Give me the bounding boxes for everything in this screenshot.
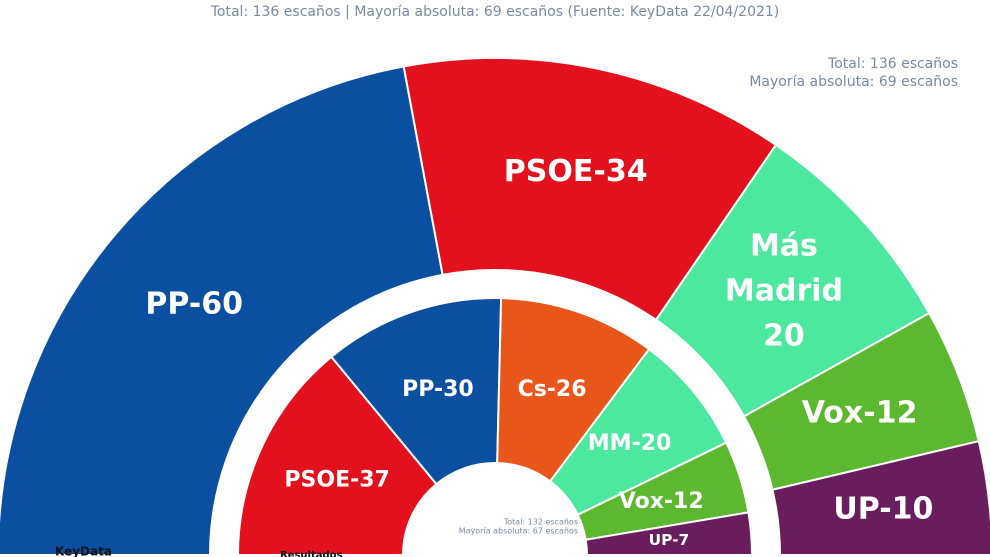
segment-label: Vox-12 (619, 489, 704, 514)
segment-label-line: Más (750, 228, 818, 263)
seat-segment (584, 511, 754, 556)
segment-label: PSOE-37 (284, 468, 389, 493)
segment-label: Cs-26 (518, 377, 587, 402)
segment-label: PP-60 (145, 287, 243, 322)
seat-segment (236, 355, 438, 556)
segment-label: Vox-12 (802, 395, 918, 430)
seat-segment (771, 440, 990, 556)
note: Mayoría absoluta: 67 escaños (459, 527, 578, 536)
caption: Resultados (280, 550, 343, 557)
note: Mayoría absoluta: 69 escaños (749, 74, 958, 90)
segment-label: MM-20 (588, 431, 672, 456)
note: Total: 136 escaños (827, 56, 958, 72)
subtitle: Total: 136 escaños | Mayoría absoluta: 6… (210, 4, 780, 20)
segment-label: UP-7 (649, 531, 690, 549)
segment-label-line: Madrid (725, 273, 843, 308)
seat-segment (0, 65, 444, 556)
caption: KeyData (55, 545, 112, 557)
segment-label: Más Madrid 20 (725, 228, 843, 353)
seat-segment (402, 57, 778, 322)
note: Total: 132 escaños (503, 518, 578, 527)
segment-label: PP-30 (402, 377, 474, 402)
segment-label-line: 20 (763, 318, 805, 353)
seat-segment (329, 297, 503, 486)
segment-label: PSOE-34 (504, 154, 648, 189)
segment-label: UP-10 (833, 491, 933, 526)
